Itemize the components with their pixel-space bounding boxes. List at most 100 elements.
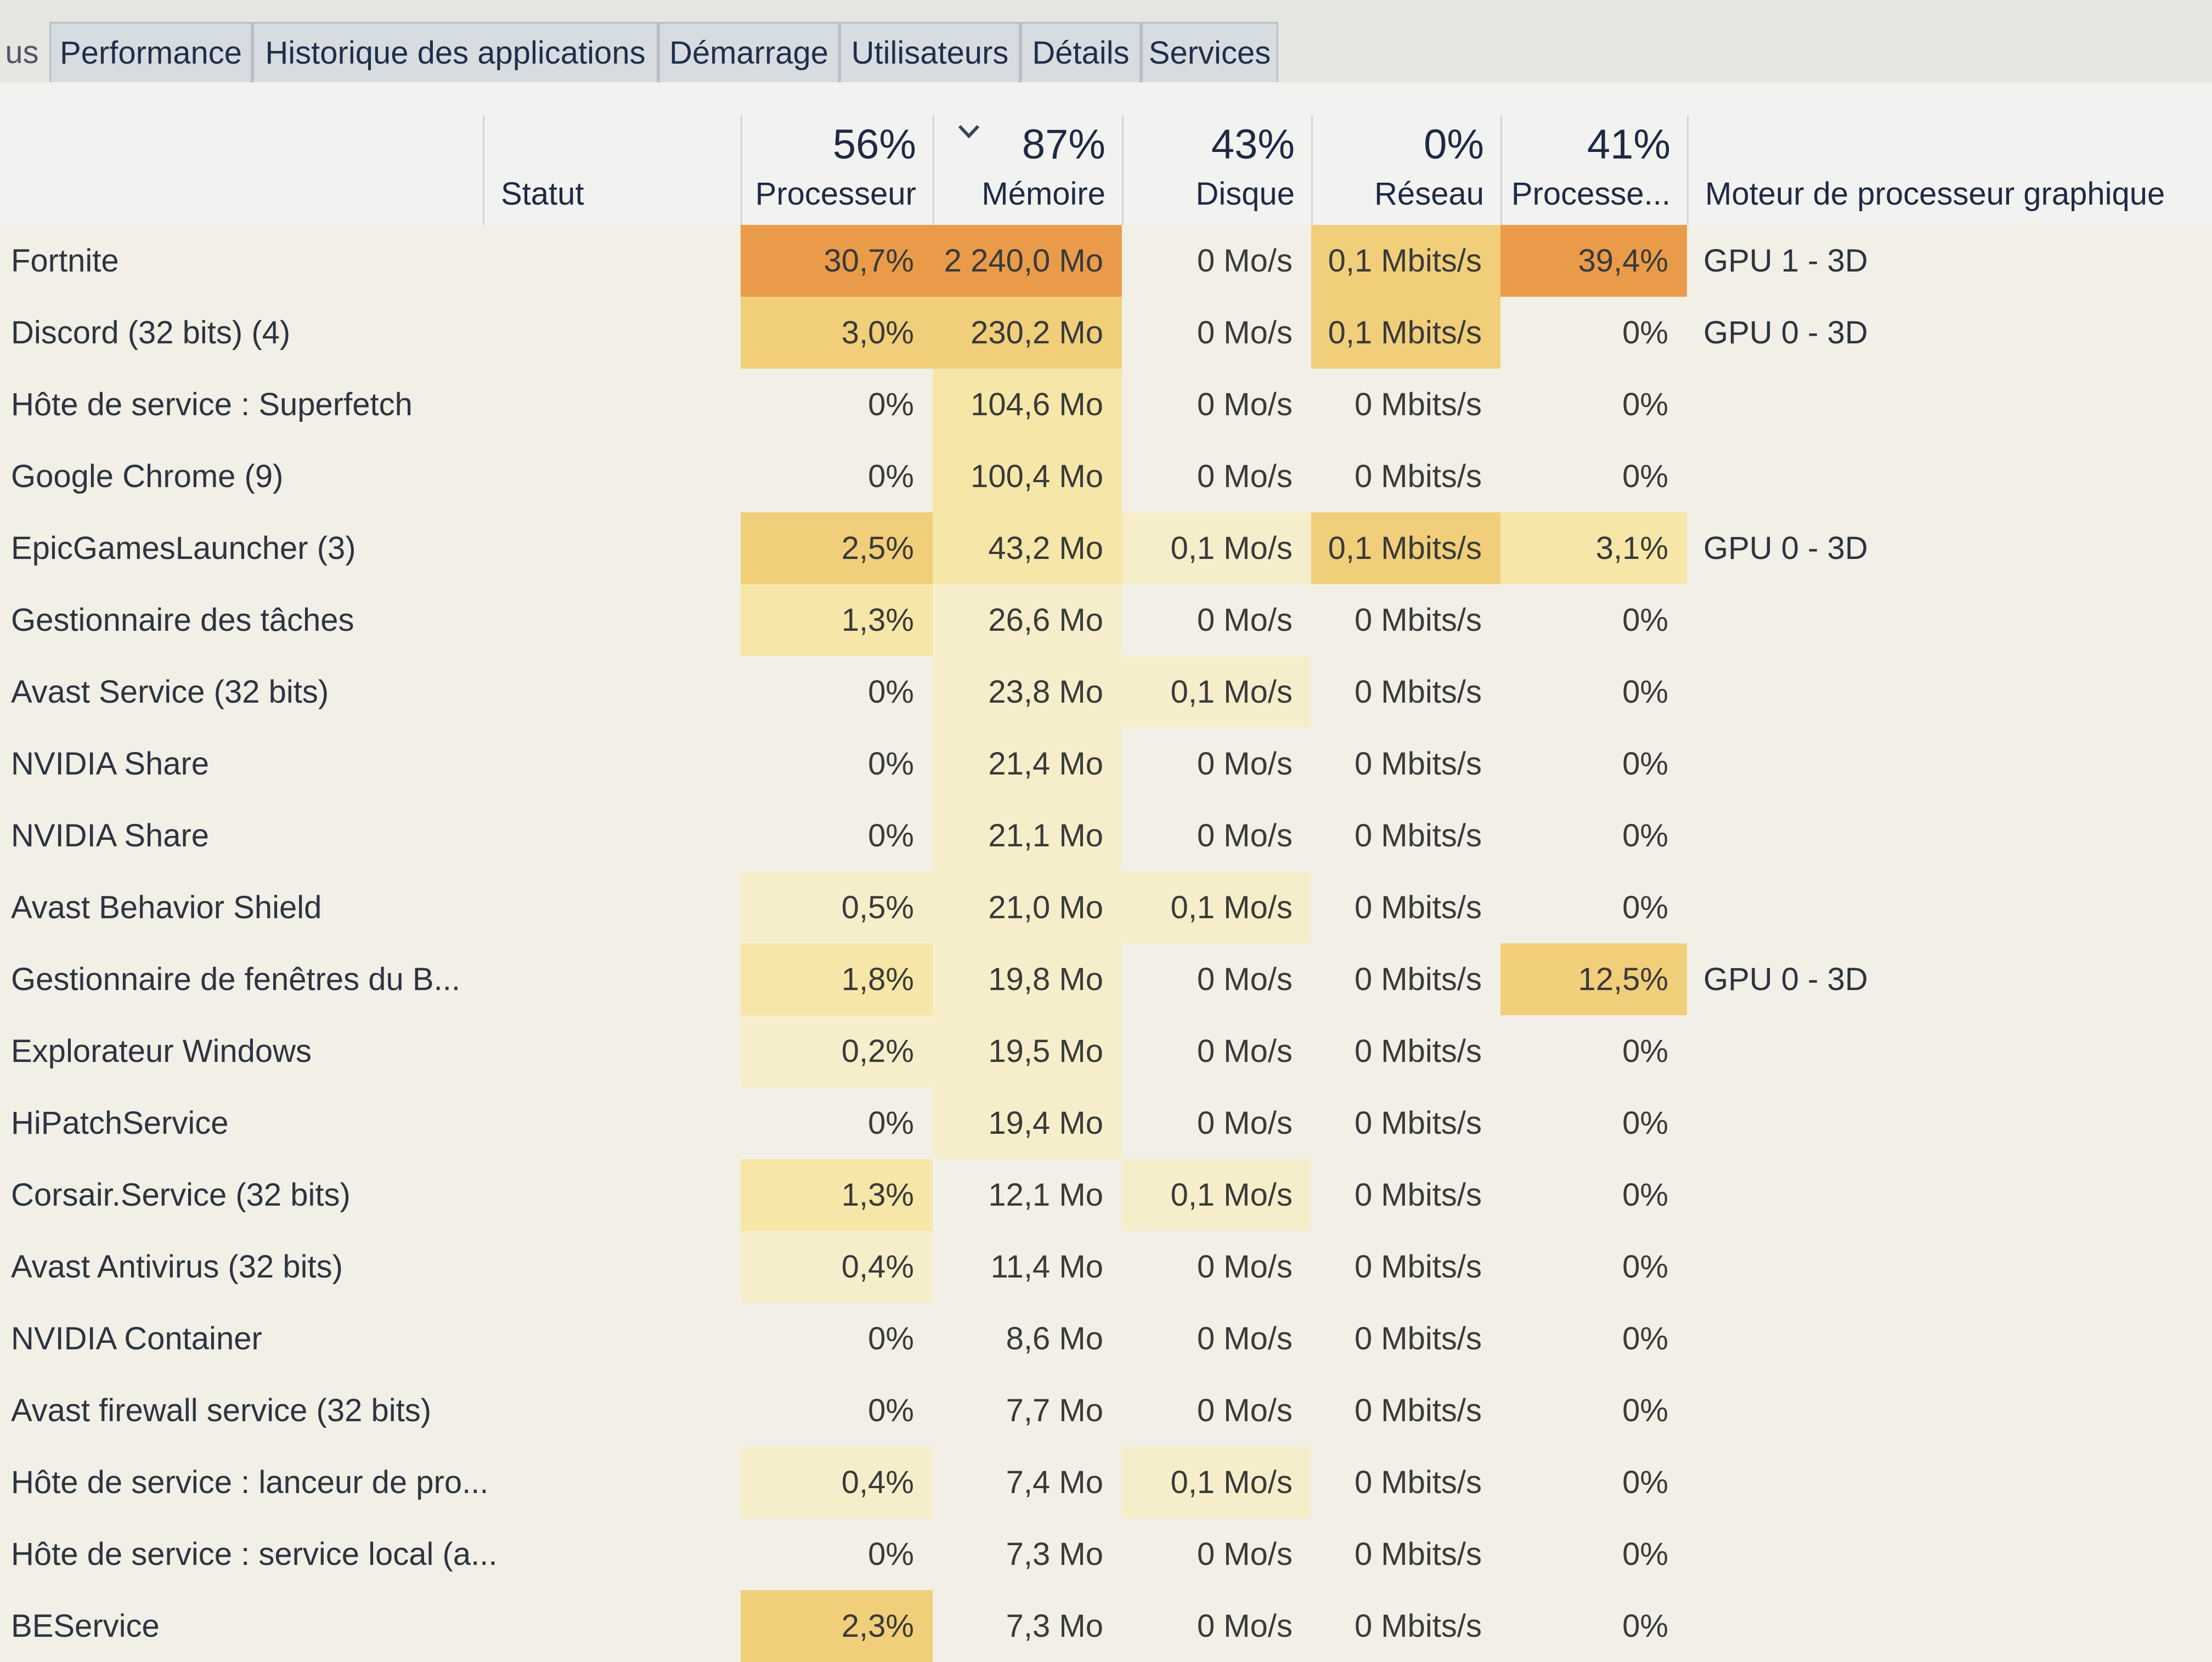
process-row[interactable]: Corsair.Service (32 bits) 1,3% 12,1 Mo 0,1 … xyxy=(0,1159,2212,1231)
process-memory: 19,4 Mo xyxy=(933,1087,1122,1159)
process-row[interactable]: HiPatchService 0% 19,4 Mo 0 Mo/s 0 Mbits/s 0% xyxy=(0,1087,2212,1159)
process-row[interactable]: Avast Antivirus (32 bits) 0,4% 11,4 Mo 0 Mo… xyxy=(0,1231,2212,1303)
process-disk: 0,1 Mo/s xyxy=(1122,656,1311,728)
process-name: HiPatchService xyxy=(11,1105,229,1141)
tab-details[interactable]: Détails xyxy=(1020,22,1141,82)
process-row[interactable]: NVIDIA Container 0% 8,6 Mo 0 Mo/s 0 Mbits/s 0… xyxy=(0,1303,2212,1375)
process-memory: 21,0 Mo xyxy=(933,872,1122,943)
process-network: 0 Mbits/s xyxy=(1311,656,1500,728)
process-network: 0 Mbits/s xyxy=(1311,1015,1500,1087)
process-cpu: 0,4% xyxy=(741,1231,933,1303)
process-network: 0 Mbits/s xyxy=(1311,1303,1500,1375)
process-cpu: 0,2% xyxy=(741,1015,933,1087)
process-gpu-engine xyxy=(1687,1446,2212,1518)
process-memory: 100,4 Mo xyxy=(933,440,1122,512)
process-network: 0 Mbits/s xyxy=(1311,1231,1500,1303)
header-cpu[interactable]: 56% Processeur xyxy=(741,115,933,225)
header-disk[interactable]: 43% Disque xyxy=(1122,115,1311,225)
process-network: 0,1 Mbits/s xyxy=(1311,225,1500,297)
process-row[interactable]: NVIDIA Share 0% 21,4 Mo 0 Mo/s 0 Mbits/s 0% xyxy=(0,728,2212,800)
tab-app-history[interactable]: Historique des applications xyxy=(252,22,658,82)
process-disk: 0 Mo/s xyxy=(1122,1375,1311,1446)
process-gpu: 39,4% xyxy=(1500,225,1687,297)
header-network[interactable]: 0% Réseau xyxy=(1311,115,1500,225)
process-cpu: 0% xyxy=(741,1518,933,1590)
process-row[interactable]: Explorateur Windows 0,2% 19,5 Mo 0 Mo/s 0 Mb… xyxy=(0,1015,2212,1087)
process-row[interactable]: Avast Behavior Shield 0,5% 21,0 Mo 0,1 Mo/s… xyxy=(0,872,2212,943)
process-disk: 0 Mo/s xyxy=(1122,297,1311,369)
process-row[interactable]: BEService 2,3% 7,3 Mo 0 Mo/s 0 Mbits/s 0% xyxy=(0,1590,2212,1662)
process-disk: 0 Mo/s xyxy=(1122,1015,1311,1087)
process-row[interactable]: Discord (32 bits) (4) 3,0% 230,2 Mo 0 Mo/s 0… xyxy=(0,297,2212,369)
header-gpu-engine[interactable]: Moteur de processeur graphique xyxy=(1687,115,2194,225)
process-cpu: 0% xyxy=(741,1087,933,1159)
tab-users[interactable]: Utilisateurs xyxy=(839,22,1020,82)
process-gpu-engine xyxy=(1687,872,2212,943)
process-cpu: 0% xyxy=(741,440,933,512)
process-status xyxy=(483,369,741,440)
process-row[interactable]: Avast Service (32 bits) 0% 23,8 Mo 0,1 Mo/s… xyxy=(0,656,2212,728)
header-memory[interactable]: 87% Mémoire xyxy=(933,115,1122,225)
process-row[interactable]: EpicGamesLauncher (3) 2,5% 43,2 Mo 0,1 Mo/s… xyxy=(0,512,2212,584)
process-status xyxy=(483,584,741,656)
header-gpu[interactable]: 41% Processe... xyxy=(1500,115,1687,225)
process-status xyxy=(483,1375,741,1446)
process-disk: 0 Mo/s xyxy=(1122,943,1311,1015)
process-memory: 7,4 Mo xyxy=(933,1446,1122,1518)
process-cpu: 1,3% xyxy=(741,1159,933,1231)
process-disk: 0 Mo/s xyxy=(1122,584,1311,656)
process-cpu: 0,4% xyxy=(741,1446,933,1518)
process-name: Explorateur Windows xyxy=(11,1033,312,1069)
tab-startup[interactable]: Démarrage xyxy=(658,22,839,82)
tab-processus[interactable]: us xyxy=(0,22,44,82)
header-memory-label: Mémoire xyxy=(981,176,1105,212)
process-memory: 12,1 Mo xyxy=(933,1159,1122,1231)
process-gpu: 12,5% xyxy=(1500,943,1687,1015)
process-row[interactable]: NVIDIA Share 0% 21,1 Mo 0 Mo/s 0 Mbits/s 0% xyxy=(0,800,2212,872)
process-memory: 7,3 Mo xyxy=(933,1518,1122,1590)
process-disk: 0 Mo/s xyxy=(1122,728,1311,800)
process-name: Hôte de service : lanceur de pro... xyxy=(11,1465,489,1500)
process-memory: 43,2 Mo xyxy=(933,512,1122,584)
process-row[interactable]: Hôte de service : lanceur de pro... 0,4% 7… xyxy=(0,1446,2212,1518)
process-row[interactable]: Fortnite 30,7% 2 240,0 Mo 0 Mo/s 0,1 Mbits/s… xyxy=(0,225,2212,297)
header-status[interactable]: Statut xyxy=(483,115,741,225)
header-name[interactable] xyxy=(0,115,483,225)
process-name: NVIDIA Container xyxy=(11,1321,262,1356)
process-gpu-engine: GPU 0 - 3D xyxy=(1703,315,1868,351)
process-memory: 19,5 Mo xyxy=(933,1015,1122,1087)
process-memory: 19,8 Mo xyxy=(933,943,1122,1015)
process-row[interactable]: Gestionnaire de fenêtres du B... 1,8% 19,8… xyxy=(0,943,2212,1015)
process-row[interactable]: Avast firewall service (32 bits) 0% 7,7 Mo… xyxy=(0,1375,2212,1446)
process-gpu-engine xyxy=(1687,656,2212,728)
process-status xyxy=(483,225,741,297)
process-gpu-engine: GPU 0 - 3D xyxy=(1703,962,1868,997)
process-gpu-engine xyxy=(1687,369,2212,440)
process-name: NVIDIA Share xyxy=(11,746,210,782)
process-network: 0 Mbits/s xyxy=(1311,1446,1500,1518)
tab-performance[interactable]: Performance xyxy=(49,22,252,82)
process-gpu: 0% xyxy=(1500,1231,1687,1303)
process-name: Gestionnaire de fenêtres du B... xyxy=(11,962,460,997)
process-gpu: 0% xyxy=(1500,800,1687,872)
process-network: 0 Mbits/s xyxy=(1311,1159,1500,1231)
process-gpu-engine xyxy=(1687,1015,2212,1087)
process-name: EpicGamesLauncher (3) xyxy=(11,530,356,566)
process-network: 0 Mbits/s xyxy=(1311,584,1500,656)
process-gpu: 0% xyxy=(1500,656,1687,728)
process-row[interactable]: Google Chrome (9) 0% 100,4 Mo 0 Mo/s 0 Mbits… xyxy=(0,440,2212,512)
process-row[interactable]: Hôte de service : Superfetch 0% 104,6 Mo 0 … xyxy=(0,369,2212,440)
process-row[interactable]: Gestionnaire des tâches 1,3% 26,6 Mo 0 Mo/s… xyxy=(0,584,2212,656)
column-header: Statut 56% Processeur 87% Mémoire 43% Di… xyxy=(0,82,2212,227)
process-memory: 7,3 Mo xyxy=(933,1590,1122,1662)
process-status xyxy=(483,800,741,872)
process-row[interactable]: Hôte de service : service local (a... 0% 7… xyxy=(0,1518,2212,1590)
process-cpu: 1,8% xyxy=(741,943,933,1015)
process-name: Avast Antivirus (32 bits) xyxy=(11,1249,343,1285)
tab-services[interactable]: Services xyxy=(1141,22,1278,82)
header-disk-label: Disque xyxy=(1195,176,1295,212)
process-status xyxy=(483,1518,741,1590)
tab-bar: us Performance Historique des applicatio… xyxy=(0,0,2212,84)
process-gpu: 0% xyxy=(1500,1375,1687,1446)
process-memory: 7,7 Mo xyxy=(933,1375,1122,1446)
